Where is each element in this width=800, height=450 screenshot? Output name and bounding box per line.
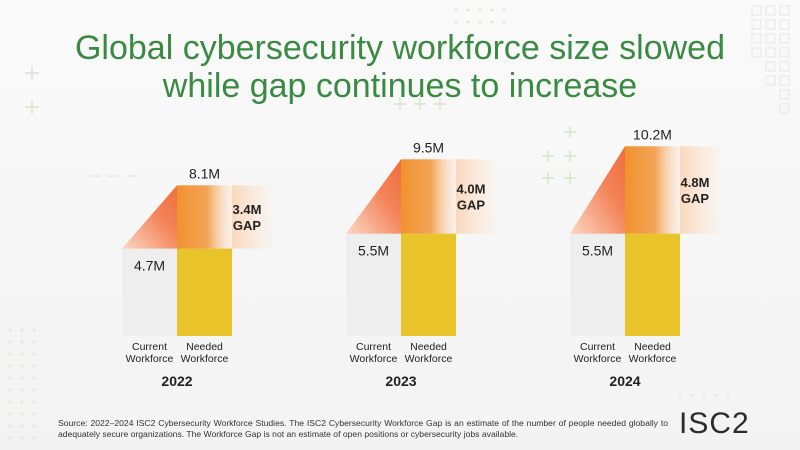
current-axis-label-2022: Current <box>132 341 167 353</box>
current-bar-2022 <box>122 248 177 336</box>
gap-bar-2024 <box>625 146 680 234</box>
needed-value-label-2023: 9.5M <box>413 139 444 155</box>
gap-suffix-label-2022: GAP <box>233 218 262 233</box>
needed-axis-label-2022: Needed <box>186 341 223 353</box>
gap-wedge-2022 <box>122 185 177 249</box>
gap-wedge-2023 <box>346 159 401 234</box>
current-bar-2024 <box>570 233 625 336</box>
gap-suffix-label-2024: GAP <box>681 191 710 206</box>
needed-bar-2022 <box>177 248 232 336</box>
current-value-label-2022: 4.7M <box>134 258 165 274</box>
source-footnote: Source: 2022–2024 ISC2 Cybersecurity Wor… <box>58 418 668 439</box>
current-value-label-2024: 5.5M <box>582 243 613 259</box>
gap-value-label-2024: 4.8M <box>681 175 710 190</box>
needed-value-label-2022: 8.1M <box>189 165 220 181</box>
gap-fade-2024 <box>680 146 720 234</box>
workforce-chart: 4.7M8.1M3.4MGAPCurrentWorkforceNeededWor… <box>122 126 720 389</box>
gap-bar-2022 <box>177 185 232 249</box>
gap-suffix-label-2023: GAP <box>457 198 486 213</box>
gap-value-label-2022: 3.4M <box>233 202 262 217</box>
needed-bar-2024 <box>625 233 680 336</box>
gap-wedge-2024 <box>570 146 625 234</box>
year-label-2022: 2022 <box>161 373 192 389</box>
title-line-2: while gap continues to increase <box>162 67 638 105</box>
current-axis-label2-2023: Workforce <box>350 353 398 365</box>
needed-axis-label2-2023: Workforce <box>405 353 453 365</box>
needed-value-label-2024: 10.2M <box>633 126 672 142</box>
gap-fade-2022 <box>232 185 272 249</box>
title-line-1: Global cybersecurity workforce size slow… <box>74 29 726 67</box>
current-axis-label2-2022: Workforce <box>126 353 174 365</box>
needed-axis-label-2024: Needed <box>634 341 671 353</box>
current-bar-2023 <box>346 233 401 336</box>
year-label-2023: 2023 <box>385 373 416 389</box>
current-axis-label-2024: Current <box>580 341 615 353</box>
needed-bar-2023 <box>401 233 456 336</box>
needed-axis-label-2023: Needed <box>410 341 447 353</box>
year-label-2024: 2024 <box>609 373 640 389</box>
needed-axis-label2-2024: Workforce <box>629 353 677 365</box>
needed-axis-label2-2022: Workforce <box>181 353 229 365</box>
isc2-logo: ISC2 <box>679 407 750 440</box>
current-axis-label2-2024: Workforce <box>574 353 622 365</box>
gap-value-label-2023: 4.0M <box>457 182 486 197</box>
gap-fade-2023 <box>456 159 496 234</box>
current-value-label-2023: 5.5M <box>358 243 389 259</box>
current-axis-label-2023: Current <box>356 341 391 353</box>
gap-bar-2023 <box>401 159 456 234</box>
